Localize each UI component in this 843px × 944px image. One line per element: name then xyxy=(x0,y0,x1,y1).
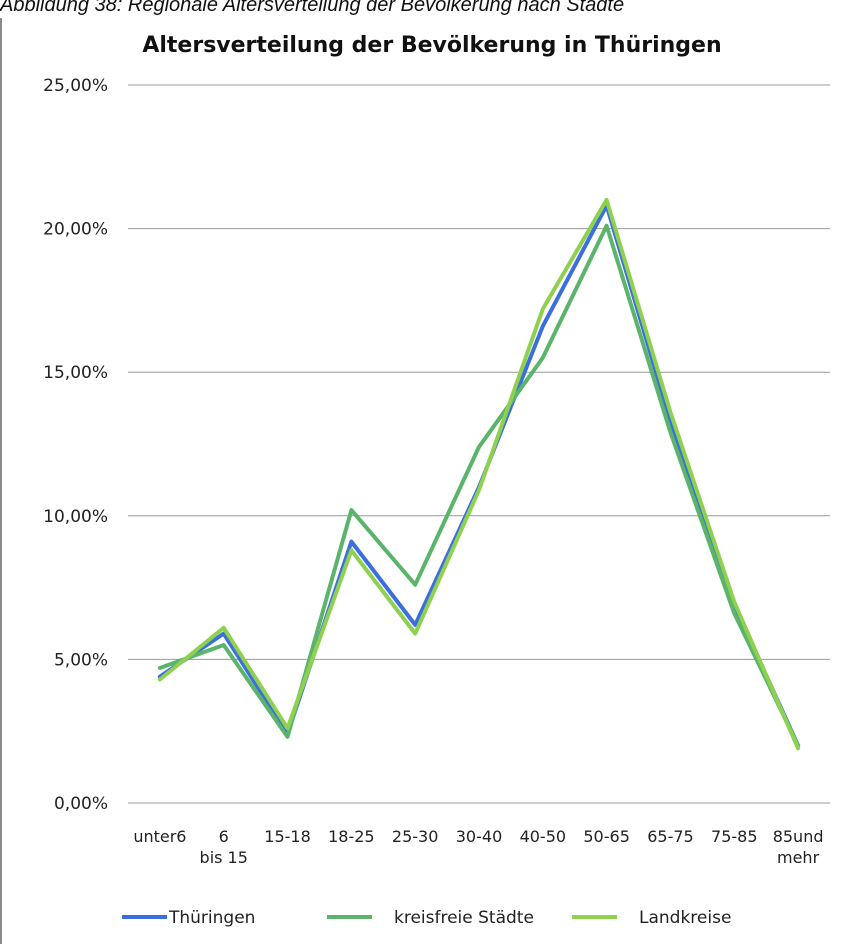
chart-frame xyxy=(0,18,843,944)
legend: Thüringen kreisfreie Städte Landkreise xyxy=(122,908,731,928)
legend-label: Thüringen xyxy=(168,908,255,928)
x-tick-label: 40-50 xyxy=(520,827,567,846)
y-tick-label: 20,00% xyxy=(43,220,108,240)
x-tick-label: 6 bis 15 xyxy=(200,827,248,867)
series-line xyxy=(157,203,801,748)
x-tick-label: 15-18 xyxy=(264,827,311,846)
y-tick-label: 25,00% xyxy=(43,76,108,96)
y-axis-ticks: 0,00% 5,00% 10,00% 15,00% 20,00% 25,00% xyxy=(43,76,108,814)
chart-title: Altersverteilung der Bevölkerung in Thür… xyxy=(142,33,721,58)
series-lines xyxy=(157,197,801,751)
x-tick-label: 25-30 xyxy=(392,827,439,846)
x-tick-label: 85und mehr xyxy=(773,827,824,867)
legend-label: kreisfreie Städte xyxy=(394,908,534,928)
y-tick-label: 10,00% xyxy=(43,507,108,527)
x-tick-label: 65-75 xyxy=(647,827,694,846)
series-line xyxy=(157,197,801,751)
x-tick-label: unter6 xyxy=(133,827,186,846)
y-tick-label: 5,00% xyxy=(54,650,108,670)
figure-caption: Abbildung 38: Regionale Altersverteilung… xyxy=(0,0,625,16)
x-axis-ticks: unter6 6 bis 15 15-18 18-25 25-30 30-40 40-50 50… xyxy=(133,827,823,867)
x-tick-label: 50-65 xyxy=(583,827,630,846)
series-line xyxy=(157,223,801,748)
y-tick-label: 0,00% xyxy=(54,794,108,814)
x-tick-label: 30-40 xyxy=(456,827,503,846)
x-tick-label: 18-25 xyxy=(328,827,375,846)
x-tick-label: 75-85 xyxy=(711,827,758,846)
y-tick-label: 15,00% xyxy=(43,363,108,383)
legend-label: Landkreise xyxy=(639,908,731,928)
